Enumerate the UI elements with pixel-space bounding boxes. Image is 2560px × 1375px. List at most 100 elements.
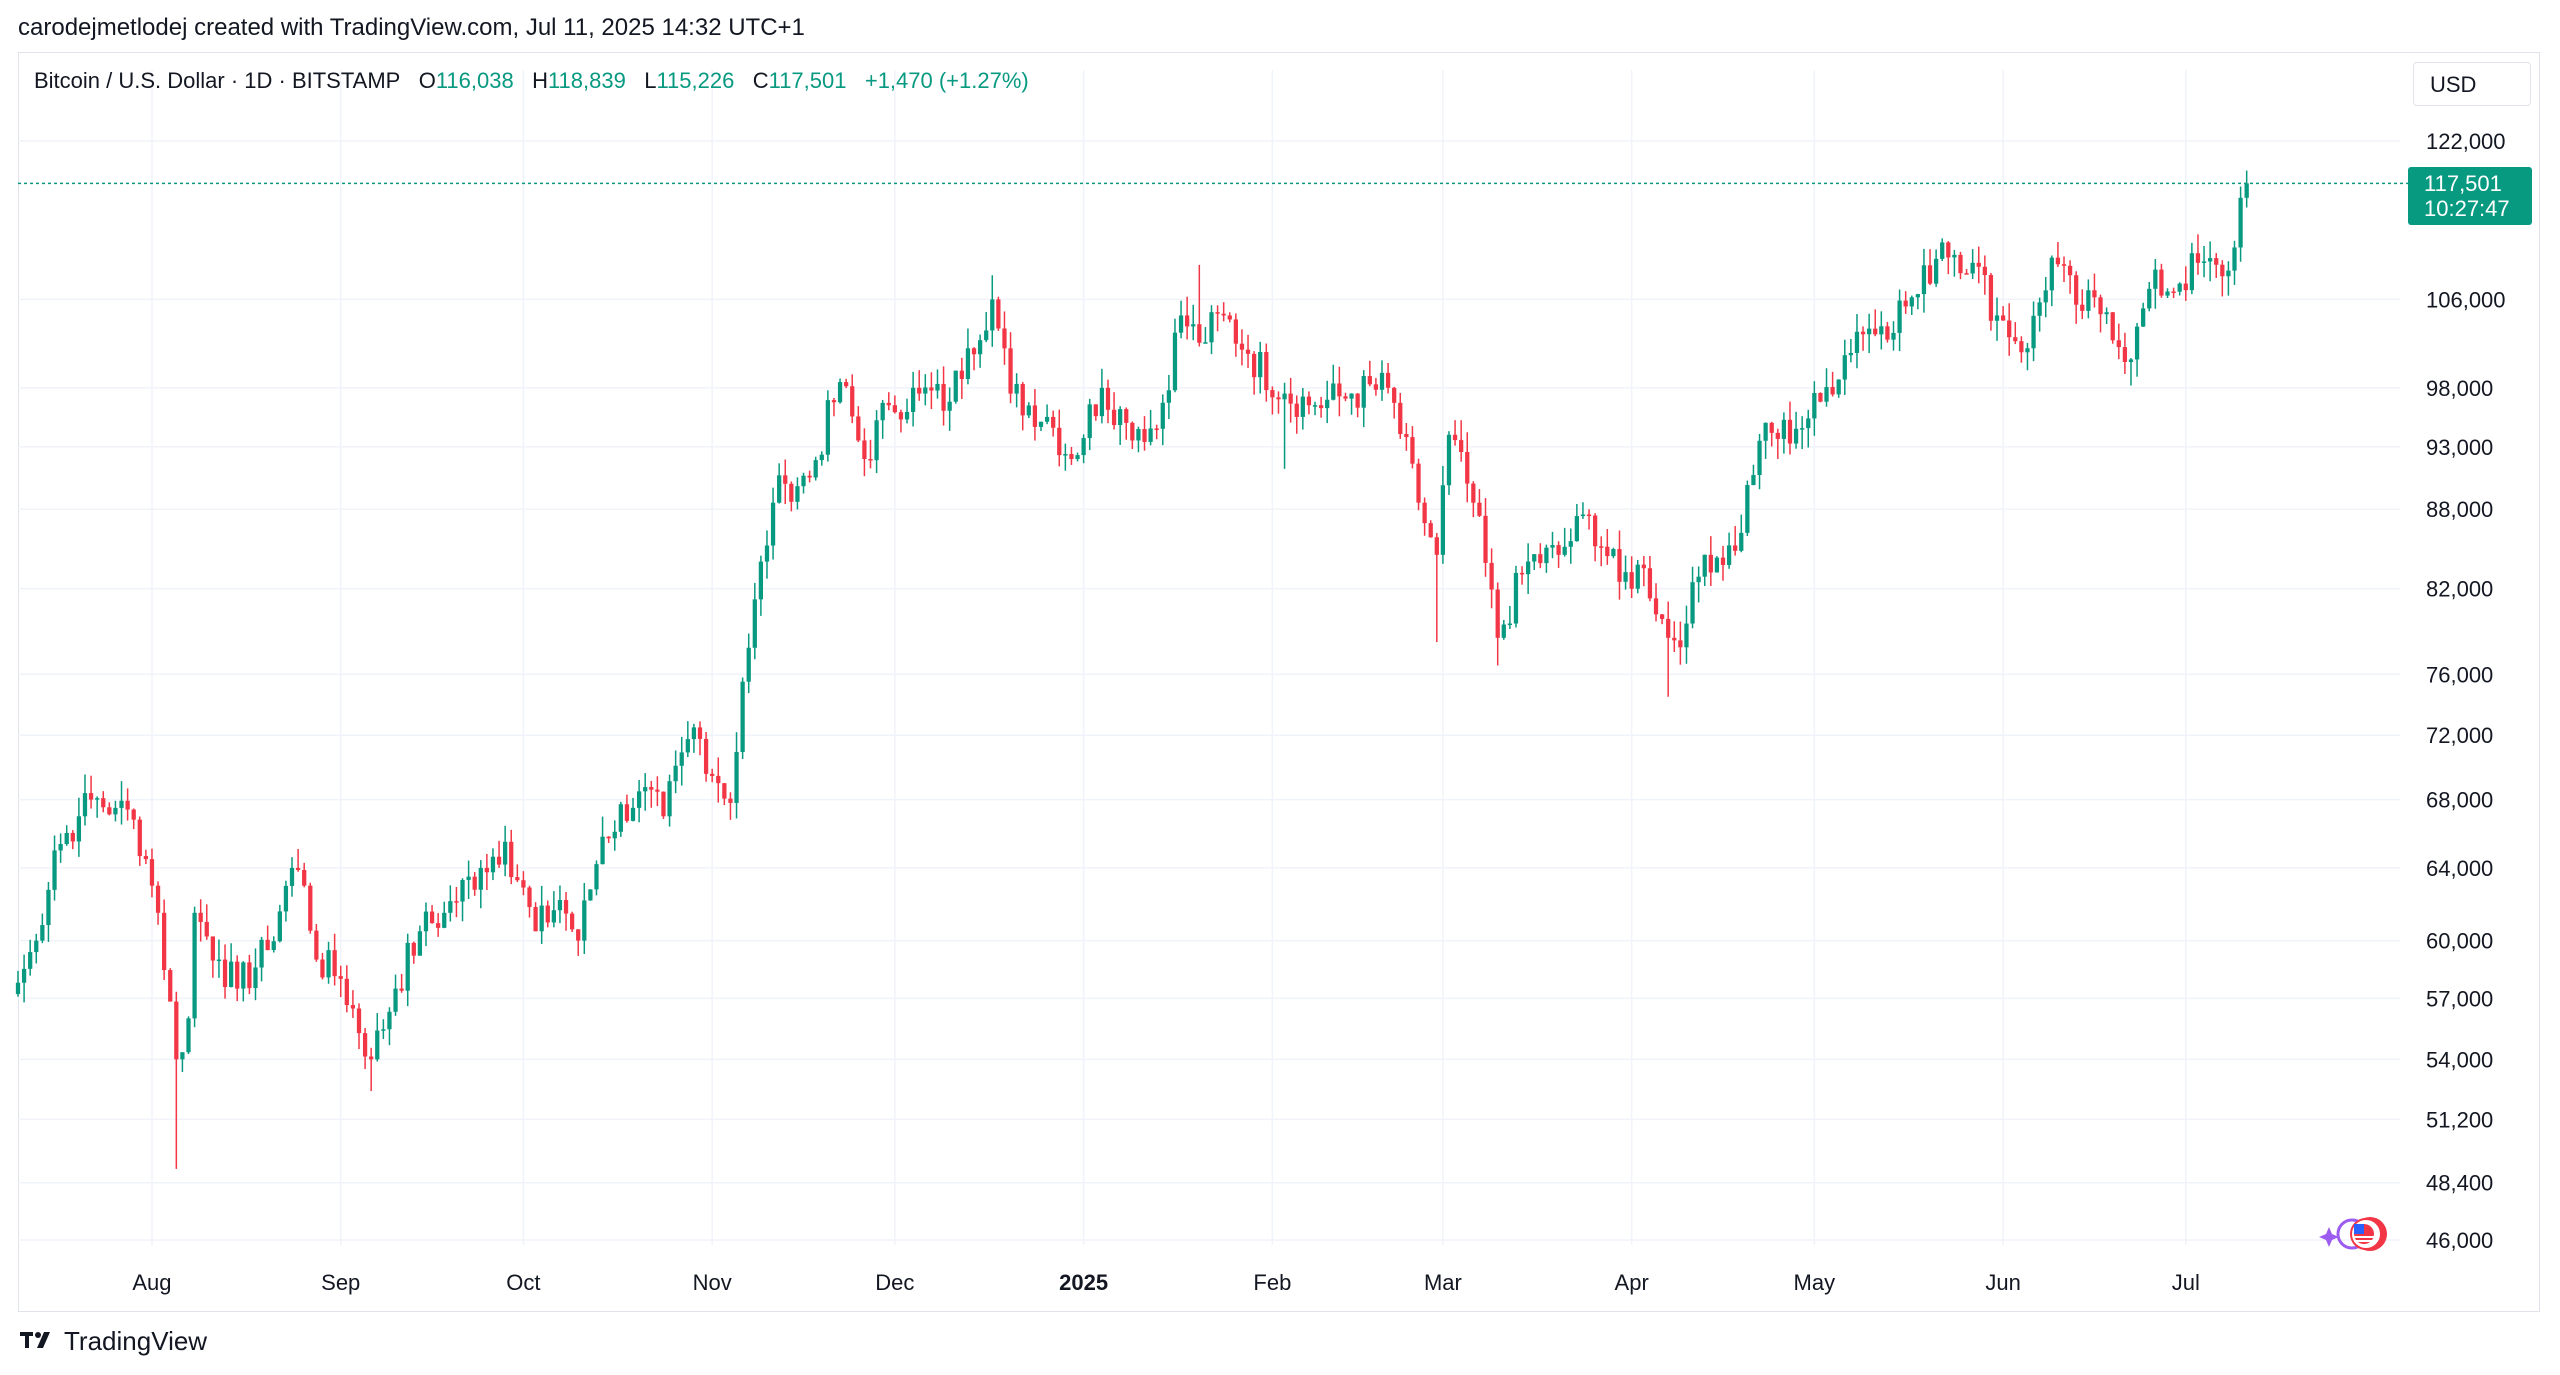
candle-body	[697, 727, 703, 739]
candle	[417, 925, 423, 956]
candle-body	[1708, 554, 1713, 573]
candle	[1008, 332, 1013, 404]
currency-button[interactable]: USD	[2413, 62, 2531, 106]
candle	[1325, 380, 1330, 424]
candle-body	[1611, 549, 1616, 557]
candle-body	[1051, 416, 1056, 428]
candle	[40, 913, 45, 944]
candle	[1763, 422, 1768, 459]
candle-body	[1057, 427, 1062, 456]
candle	[1075, 452, 1080, 462]
candle	[1063, 443, 1068, 471]
x-tick-label: Nov	[693, 1270, 732, 1295]
candle	[959, 357, 964, 399]
candle-body	[423, 911, 429, 932]
candle	[1495, 582, 1500, 666]
candle	[2220, 260, 2225, 297]
candle-body	[1118, 409, 1123, 426]
candle	[1446, 431, 1452, 495]
chart-frame	[18, 52, 2540, 1312]
candle-body	[204, 921, 209, 937]
candle-body	[1544, 547, 1549, 564]
candle	[1958, 251, 1963, 280]
y-tick-label: 98,000	[2426, 376, 2493, 401]
candle	[1422, 497, 1427, 536]
x-tick-label: Jul	[2172, 1270, 2200, 1295]
candle-body	[2000, 315, 2006, 321]
change-value: +1,470 (+1.27%)	[864, 68, 1029, 93]
candle	[1915, 293, 1920, 310]
candle	[1410, 426, 1415, 469]
candle-body	[594, 864, 599, 890]
candle-body	[1970, 262, 1975, 274]
candle-body	[235, 961, 240, 989]
candle-body	[1300, 396, 1305, 417]
candle-body	[1087, 404, 1092, 439]
candle	[1952, 249, 1957, 277]
candle-body	[1282, 393, 1287, 400]
y-tick-label: 57,000	[2426, 986, 2493, 1011]
candle	[1769, 421, 1774, 447]
candle	[2165, 288, 2170, 298]
candle	[990, 275, 995, 347]
candle-body	[1215, 312, 1220, 314]
candle-body	[837, 382, 843, 403]
candle	[503, 825, 508, 877]
candle-body	[1982, 266, 1987, 276]
candle	[679, 736, 684, 786]
candle-body	[886, 402, 891, 406]
candle-body	[600, 836, 605, 865]
candle-body	[630, 807, 636, 821]
candle	[789, 481, 794, 512]
candle-body	[1178, 315, 1184, 333]
candle-body	[716, 775, 721, 784]
candle-body	[990, 299, 995, 331]
candle-body	[868, 459, 873, 461]
candle	[1927, 249, 1933, 286]
candle-body	[1258, 352, 1263, 378]
candle-body	[2061, 264, 2067, 266]
candle	[1337, 366, 1342, 417]
candle	[1379, 360, 1385, 401]
candle-body	[417, 931, 423, 956]
candle-body	[1605, 546, 1610, 557]
candle	[411, 941, 416, 964]
high-label: H	[532, 68, 548, 93]
candle	[1014, 373, 1019, 408]
candle	[1020, 382, 1025, 431]
candle-body	[1020, 383, 1025, 416]
candle	[362, 1027, 368, 1070]
candle-body	[2208, 258, 2213, 262]
candle-body	[1842, 355, 1847, 380]
candle-body	[2220, 264, 2225, 277]
candle-body	[1081, 438, 1086, 456]
candle	[1465, 432, 1470, 503]
candle-body	[1769, 422, 1774, 433]
candle-body	[521, 880, 526, 888]
candle-body	[789, 483, 794, 502]
candle	[624, 794, 630, 823]
candle	[953, 370, 958, 404]
candle	[21, 954, 27, 1003]
candle-body	[977, 340, 983, 355]
candle-body	[1105, 387, 1111, 410]
x-tick-label: May	[1794, 1270, 1836, 1295]
symbol-legend[interactable]: Bitcoin / U.S. Dollar · 1D · BITSTAMP O1…	[34, 68, 1029, 94]
candle-body	[484, 867, 490, 873]
candle	[2055, 242, 2061, 267]
candle-body	[344, 978, 349, 1006]
candle	[2000, 306, 2006, 321]
candle-body	[1550, 545, 1555, 548]
bar-countdown: 10:27:47	[2424, 196, 2510, 221]
candle	[752, 582, 757, 660]
candle	[527, 885, 532, 918]
tradingview-brand[interactable]: TradingView	[20, 1326, 207, 1357]
candle	[1800, 416, 1805, 450]
us-flag-events-icon[interactable]	[2318, 1212, 2398, 1261]
candle	[1111, 392, 1117, 430]
candle	[228, 943, 234, 988]
candle	[515, 864, 520, 883]
candle	[1885, 321, 1890, 343]
candle	[1879, 311, 1884, 350]
